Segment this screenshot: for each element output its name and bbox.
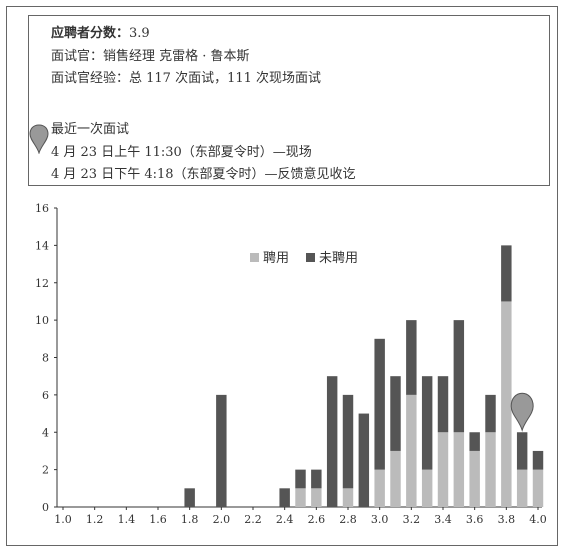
bar-hired bbox=[311, 488, 322, 507]
bar-not-hired bbox=[390, 376, 401, 451]
y-tick-label: 6 bbox=[42, 389, 49, 402]
bar-hired bbox=[406, 394, 417, 507]
bar-not-hired bbox=[374, 338, 385, 470]
bar-not-hired bbox=[501, 245, 512, 302]
bar-not-hired bbox=[516, 432, 528, 470]
bar-hired bbox=[421, 469, 433, 507]
x-tick-label: 3.4 bbox=[434, 513, 452, 526]
bar-hired bbox=[501, 301, 512, 507]
bar-not-hired bbox=[279, 488, 290, 507]
score-label: 应聘者分数： bbox=[51, 26, 130, 41]
candidate-info-box: 应聘者分数：3.9 面试官：销售经理 克雷格 · 鲁本斯 面试官经验：总 117… bbox=[28, 15, 550, 186]
recent-interview-title: 最近一次面试 bbox=[51, 122, 130, 137]
experience-line: 面试官经验：总 117 次面试，111 次现场面试 bbox=[51, 71, 322, 86]
x-tick-label: 1.2 bbox=[86, 513, 104, 526]
x-tick-label: 2.6 bbox=[308, 513, 326, 526]
x-tick-label: 4.0 bbox=[529, 513, 547, 526]
y-tick-label: 12 bbox=[35, 277, 49, 290]
x-tick-label: 2.8 bbox=[339, 513, 357, 526]
y-tick-label: 4 bbox=[42, 426, 49, 439]
x-tick-label: 2.4 bbox=[276, 513, 294, 526]
bar-not-hired bbox=[532, 450, 544, 470]
bar-not-hired bbox=[311, 469, 322, 489]
y-tick-label: 2 bbox=[42, 464, 49, 477]
legend-label-hired: 聘用 bbox=[263, 251, 289, 266]
bar-hired bbox=[295, 488, 306, 507]
bar-not-hired bbox=[437, 376, 449, 433]
bar-not-hired bbox=[358, 413, 370, 507]
x-tick-label: 3.8 bbox=[498, 513, 516, 526]
y-tick-label: 8 bbox=[42, 352, 49, 365]
bar-hired bbox=[390, 450, 401, 507]
bar-not-hired bbox=[342, 394, 354, 489]
bar-hired bbox=[485, 432, 496, 507]
bar-not-hired bbox=[184, 488, 195, 507]
map-pin-icon bbox=[29, 124, 49, 154]
y-tick-label: 0 bbox=[42, 501, 49, 514]
bar-hired bbox=[437, 432, 449, 507]
figure-frame bbox=[6, 6, 558, 546]
legend-swatch-not-hired bbox=[306, 253, 315, 262]
bar-not-hired bbox=[406, 320, 417, 395]
recent-interview-item-2: 4 月 23 日下午 4:18（东部夏令时）—反馈意见收讫 bbox=[51, 167, 356, 182]
x-tick-label: 1.0 bbox=[54, 513, 72, 526]
x-tick-label: 1.6 bbox=[149, 513, 167, 526]
bar-hired bbox=[453, 432, 465, 507]
bar-not-hired bbox=[469, 432, 480, 451]
y-tick-label: 16 bbox=[35, 202, 49, 215]
y-tick-label: 10 bbox=[35, 314, 49, 327]
bar-hired bbox=[532, 469, 544, 507]
x-tick-label: 2.0 bbox=[213, 513, 231, 526]
legend-swatch-hired bbox=[250, 253, 259, 262]
x-tick-label: 3.6 bbox=[466, 513, 484, 526]
bar-not-hired bbox=[216, 394, 227, 507]
score-line: 应聘者分数：3.9 bbox=[51, 22, 150, 41]
bar-not-hired bbox=[485, 394, 496, 433]
bar-not-hired bbox=[326, 376, 338, 507]
bar-not-hired bbox=[453, 320, 465, 433]
bar-hired bbox=[516, 469, 528, 507]
x-tick-label: 3.0 bbox=[371, 513, 389, 526]
bar-not-hired bbox=[421, 376, 433, 470]
bar-hired bbox=[374, 469, 385, 507]
y-tick-label: 14 bbox=[35, 239, 49, 252]
x-tick-label: 3.2 bbox=[403, 513, 421, 526]
bar-not-hired bbox=[295, 469, 306, 489]
candidate-marker-pin-icon bbox=[510, 392, 534, 432]
bar-hired bbox=[342, 488, 354, 507]
bar-hired bbox=[469, 450, 480, 507]
interviewer-line: 面试官：销售经理 克雷格 · 鲁本斯 bbox=[51, 49, 250, 64]
x-tick-label: 2.2 bbox=[244, 513, 262, 526]
x-tick-label: 1.4 bbox=[118, 513, 136, 526]
x-tick-label: 1.8 bbox=[181, 513, 199, 526]
score-value: 3.9 bbox=[129, 26, 150, 41]
legend-label-not-hired: 未聘用 bbox=[319, 251, 358, 266]
recent-interview-item-1: 4 月 23 日上午 11:30（东部夏令时）—现场 bbox=[51, 145, 312, 160]
